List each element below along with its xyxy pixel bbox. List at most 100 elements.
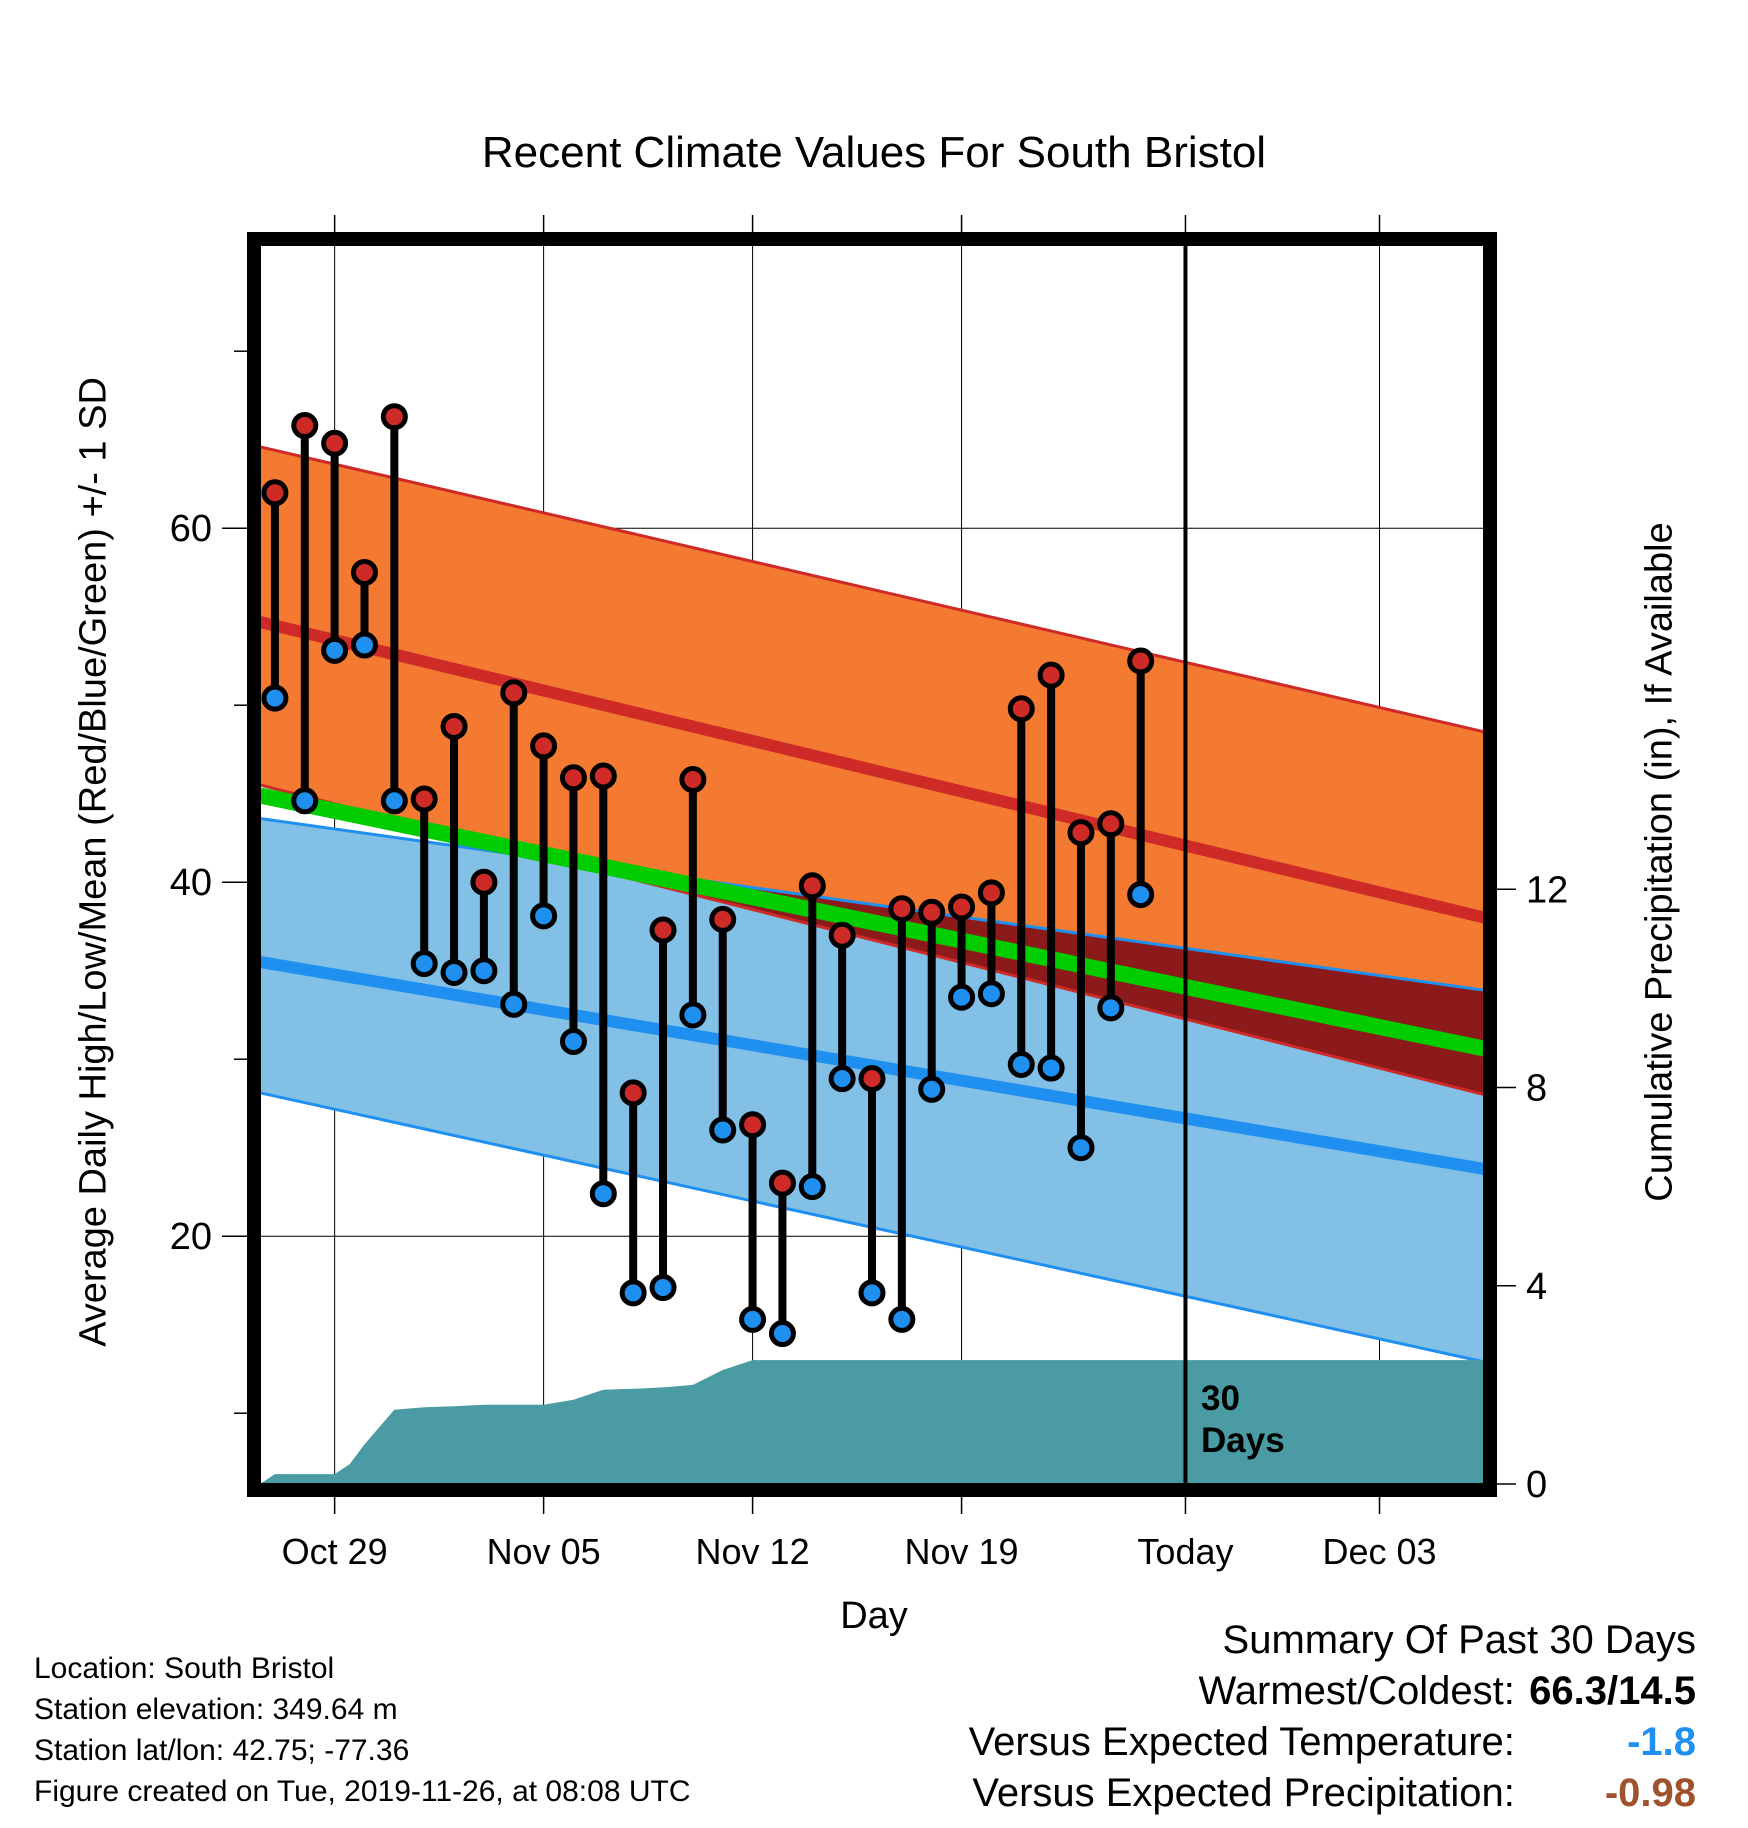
high-plus-sd-line	[259, 445, 1485, 734]
daily-high-point	[948, 893, 976, 921]
daily-high-point	[1097, 810, 1125, 838]
daily-low-point	[858, 1279, 886, 1307]
daily-high-point	[530, 732, 558, 760]
daily-low-point	[291, 787, 319, 815]
daily-low-point	[1067, 1134, 1095, 1162]
daily-low-point	[321, 636, 349, 664]
daily-low-point	[380, 787, 408, 815]
daily-low-point	[1007, 1051, 1035, 1079]
daily-low-point	[888, 1305, 916, 1333]
daily-high-point	[619, 1079, 647, 1107]
daily-low-point	[530, 902, 558, 930]
daily-high-point	[350, 558, 378, 586]
y-right-tick-label: 8	[1526, 1068, 1547, 1110]
created-text: Figure created on Tue, 2019-11-26, at 08…	[34, 1775, 691, 1808]
daily-low-point	[589, 1180, 617, 1208]
daily-low-point	[948, 983, 976, 1011]
x-tick-label: Today	[1137, 1531, 1233, 1572]
low-plus-sd-line	[259, 817, 1485, 992]
precip-anomaly-value: -0.98	[1604, 1771, 1696, 1815]
daily-high-point	[739, 1111, 767, 1139]
normal-high-line	[258, 616, 1486, 924]
daily-low-point	[470, 957, 498, 985]
daily-high-point	[798, 872, 826, 900]
precip-anomaly-label: Versus Expected Precipitation:	[972, 1771, 1515, 1815]
daily-high-point	[679, 766, 707, 794]
daily-high-point	[1037, 661, 1065, 689]
temp-anomaly-label: Versus Expected Temperature:	[968, 1720, 1515, 1764]
y-axis-left-label: Average Daily High/Low/Mean (Red/Blue/Gr…	[72, 377, 115, 1347]
temp-anomaly-value: -1.8	[1627, 1720, 1696, 1764]
daily-low-point	[350, 631, 378, 659]
daily-low-point	[679, 1001, 707, 1029]
summary-heading: Summary Of Past 30 Days	[1222, 1618, 1696, 1662]
daily-high-point	[1127, 647, 1155, 675]
y-right-tick-label: 4	[1526, 1266, 1547, 1308]
daily-high-point	[380, 403, 408, 431]
y-axis-right-label: Cumulative Precipitation (in), If Availa…	[1638, 522, 1681, 1202]
summary-panel: Summary Of Past 30 Days Warmest/Coldest:…	[969, 1615, 1696, 1819]
daily-high-point	[888, 895, 916, 923]
normal-mean-line	[258, 787, 1486, 1057]
y-left-tick-label: 60	[170, 508, 212, 550]
daily-high-point	[440, 712, 468, 740]
daily-low-point	[709, 1116, 737, 1144]
daily-high-point	[977, 879, 1005, 907]
daily-low-point	[500, 990, 528, 1018]
daily-high-point	[1067, 819, 1095, 847]
daily-low-point	[649, 1274, 677, 1302]
y-right-tick-label: 12	[1526, 869, 1568, 911]
daily-high-point	[918, 898, 946, 926]
x-axis-label: Day	[840, 1595, 908, 1637]
chart-title: Recent Climate Values For South Bristol	[481, 128, 1267, 177]
y-right-tick-label: 0	[1526, 1464, 1547, 1506]
daily-high-point	[321, 429, 349, 457]
y-left-tick-label: 40	[170, 862, 212, 904]
daily-low-point	[1037, 1054, 1065, 1082]
x-tick-label: Nov 12	[696, 1531, 810, 1572]
daily-low-point	[828, 1065, 856, 1093]
x-tick-label: Oct 29	[282, 1531, 388, 1572]
daily-low-point	[619, 1279, 647, 1307]
daily-low-point	[410, 950, 438, 978]
daily-high-point	[559, 764, 587, 792]
daily-high-point	[261, 479, 289, 507]
warm-cold-row: Warmest/Coldest: 66.3/14.5	[969, 1666, 1697, 1717]
daily-low-point	[559, 1028, 587, 1055]
latlon-text: Station lat/lon: 42.75; -77.36	[34, 1734, 410, 1767]
daily-high-point	[1007, 695, 1035, 723]
daily-high-point	[828, 921, 856, 949]
daily-low-point	[440, 958, 468, 986]
daily-high-point	[768, 1169, 796, 1197]
daily-high-point	[709, 905, 737, 933]
cumulative-precip-area	[260, 1360, 1484, 1484]
warm-cold-value: 66.3/14.5	[1529, 1669, 1696, 1713]
elevation-text: Station elevation: 349.64 m	[34, 1693, 398, 1726]
daily-low-point	[918, 1075, 946, 1103]
daily-low-point	[1127, 881, 1155, 909]
daily-low-point	[1097, 994, 1125, 1022]
daily-low-point	[798, 1173, 826, 1201]
y-left-tick-label: 20	[170, 1216, 212, 1258]
x-tick-label: Nov 05	[487, 1531, 601, 1572]
station-info: Location: South Bristol Station elevatio…	[34, 1648, 691, 1812]
plot-frame	[247, 232, 1497, 1497]
daily-high-point	[470, 868, 498, 896]
temp-anomaly-row: Versus Expected Temperature: -1.8	[969, 1717, 1696, 1768]
daily-low-point	[977, 980, 1005, 1008]
daily-high-point	[858, 1065, 886, 1093]
daily-low-point	[768, 1320, 796, 1348]
daily-high-point	[410, 785, 438, 813]
daily-high-point	[589, 762, 617, 790]
warm-cold-label: Warmest/Coldest:	[1198, 1669, 1515, 1713]
daily-high-point	[649, 916, 677, 944]
daily-high-point	[500, 679, 528, 707]
daily-high-point	[291, 412, 319, 440]
x-tick-label: Nov 19	[905, 1531, 1019, 1572]
x-tick-label: Dec 03	[1322, 1531, 1436, 1572]
daily-low-point	[261, 684, 289, 712]
location-text: Location: South Bristol	[34, 1652, 335, 1685]
precip-anomaly-row: Versus Expected Precipitation: -0.98	[969, 1768, 1696, 1819]
daily-low-point	[739, 1305, 767, 1333]
